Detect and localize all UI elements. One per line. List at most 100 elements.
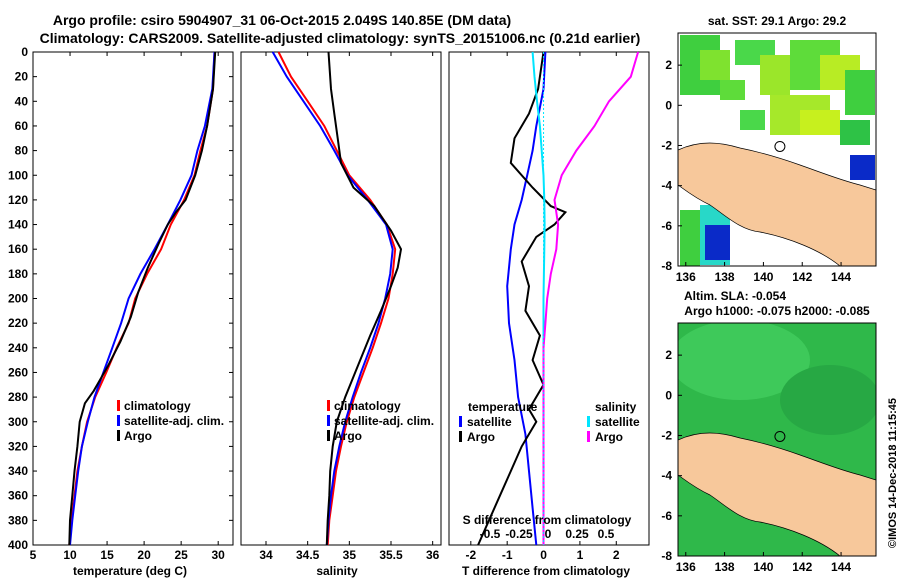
x-tick-label: 2: [613, 548, 620, 562]
series-line-t-satellite: [506, 51, 547, 546]
legend-t-argo: Argo: [467, 430, 495, 444]
depth-tick-label: 220: [8, 316, 28, 330]
depth-tick-label: 40: [15, 94, 29, 108]
series-line-climatology: [277, 51, 397, 546]
depth-tick-label: 0: [21, 45, 28, 59]
depth-tick-label: 400: [8, 538, 28, 552]
salinity-legend-argo: Argo: [334, 429, 362, 443]
salinity-x-ticks: 34 34.5 35 35.5 36: [259, 52, 440, 562]
temperature-panel: 0204060801001201401601802002202402602803…: [8, 45, 649, 578]
map-y-tick-label: -2: [661, 428, 672, 442]
depth-tick-label: 360: [8, 489, 28, 503]
sla-blob: [780, 365, 876, 435]
legend-swatch-climatology: [117, 400, 120, 411]
salinity-series: [271, 51, 403, 546]
depth-tick-label: 200: [8, 292, 28, 306]
sla-blob: [678, 323, 810, 400]
legend-swatch-argo: [117, 430, 120, 441]
map-x-tick-label: 140: [753, 560, 773, 574]
x-tick-label: -2: [465, 548, 476, 562]
difference-top-ticks: -0.5 -0.25 0 0.25 0.5: [480, 527, 615, 541]
map-y-tick-label: -8: [661, 549, 672, 563]
map-x-tick-label: 138: [715, 560, 735, 574]
legend-swatch-climatology: [327, 400, 330, 411]
legend-swatch-s-argo: [587, 431, 590, 442]
depth-tick-label: 20: [15, 70, 29, 84]
map-y-tick-label: -8: [661, 259, 672, 273]
legend-temperature-title: temperature: [468, 400, 538, 414]
legend-swatch-satellite: [327, 415, 330, 426]
sla-land: [678, 432, 876, 556]
depth-tick-label: 180: [8, 267, 28, 281]
map-x-tick-label: 140: [753, 270, 773, 284]
depth-tick-label: 300: [8, 415, 28, 429]
sst-map-frame: [677, 32, 877, 267]
depth-tick-label: 320: [8, 439, 28, 453]
sla-map: Altim. SLA: -0.054 Argo h1000: -0.075 h2…: [661, 289, 877, 574]
legend-swatch-t-satellite: [459, 416, 462, 427]
map-y-tick-label: 2: [665, 58, 672, 72]
map-x-tick-label: 138: [715, 270, 735, 284]
temperature-legend-argo: Argo: [124, 429, 152, 443]
series-line-argo: [325, 51, 403, 546]
top-tick-label: -0.25: [505, 527, 533, 541]
map-y-tick-label: -6: [661, 219, 672, 233]
difference-axes: [448, 51, 650, 546]
legend-t-satellite: satellite: [467, 415, 512, 429]
depth-tick-label: 120: [8, 193, 28, 207]
map-y-tick-label: 2: [665, 348, 672, 362]
salinity-xlabel: salinity: [316, 564, 358, 578]
x-tick-label: 20: [137, 548, 151, 562]
salinity-legend: climatology satellite-adj. clim. Argo: [327, 399, 434, 443]
difference-series: [477, 51, 640, 546]
salinity-legend-satellite: satellite-adj. clim.: [334, 414, 434, 428]
map-y-tick-label: 0: [665, 388, 672, 402]
map-x-tick-label: 144: [831, 560, 851, 574]
salinity-legend-climatology: climatology: [334, 399, 401, 413]
depth-tick-label: 140: [8, 218, 28, 232]
difference-panel: -2 -1 0 1 2 T difference from climatology S …: [448, 51, 650, 578]
series-line-satellite-adj-clim-: [69, 51, 216, 546]
temperature-legend-climatology: climatology: [124, 399, 191, 413]
salinity-axes: [240, 51, 442, 546]
sst-map: sat. SST: 29.1 Argo: 29.2: [661, 14, 877, 284]
x-tick-label: 5: [30, 548, 37, 562]
top-tick-label: 0: [545, 527, 552, 541]
difference-x-ticks: -2 -1 0 1 2: [465, 52, 620, 562]
series-line-s-argo: [542, 51, 640, 545]
map-y-tick-label: -4: [661, 469, 672, 483]
sst-land: [678, 142, 876, 266]
legend-s-satellite: satellite: [595, 415, 640, 429]
top-tick-label: -0.5: [480, 527, 501, 541]
sst-map-ticks: 136 138 140 142 144 2 0 -2 -4 -6 -8: [661, 58, 851, 284]
temperature-legend-satellite: satellite-adj. clim.: [124, 414, 224, 428]
title-line-1: Argo profile: csiro 5904907_31 06-Oct-20…: [53, 12, 511, 28]
temperature-xlabel: temperature (deg C): [73, 564, 187, 578]
difference-legend: temperature satellite Argo salinity sate…: [459, 400, 640, 444]
depth-tick-label: 280: [8, 390, 28, 404]
sla-map-frame: [677, 322, 877, 557]
difference-xlabel: T difference from climatology: [462, 564, 630, 578]
sst-data-patches: [680, 35, 875, 266]
map-y-tick-label: 0: [665, 98, 672, 112]
x-tick-label: 25: [174, 548, 188, 562]
x-tick-label: 34.5: [296, 548, 320, 562]
depth-tick-label: 100: [8, 168, 28, 182]
x-tick-label: 1: [577, 548, 584, 562]
sst-map-title: sat. SST: 29.1 Argo: 29.2: [708, 14, 847, 28]
legend-s-argo: Argo: [595, 430, 623, 444]
map-y-tick-label: -4: [661, 179, 672, 193]
sst-argo-position-marker: [774, 140, 786, 152]
salinity-panel: 34 34.5 35 35.5 36 salinity climatology sate…: [240, 51, 442, 578]
depth-tick-label: 240: [8, 341, 28, 355]
x-tick-label: 34: [259, 548, 273, 562]
x-tick-label: 35: [343, 548, 357, 562]
temperature-axes: [32, 51, 234, 546]
map-x-tick-label: 144: [831, 270, 851, 284]
map-x-tick-label: 142: [792, 560, 812, 574]
temperature-legend: climatology satellite-adj. clim. Argo: [117, 399, 224, 443]
sla-argo-position-marker: [774, 430, 786, 442]
temperature-series: [68, 51, 217, 546]
x-tick-label: 15: [100, 548, 114, 562]
series-line-argo: [68, 51, 217, 546]
